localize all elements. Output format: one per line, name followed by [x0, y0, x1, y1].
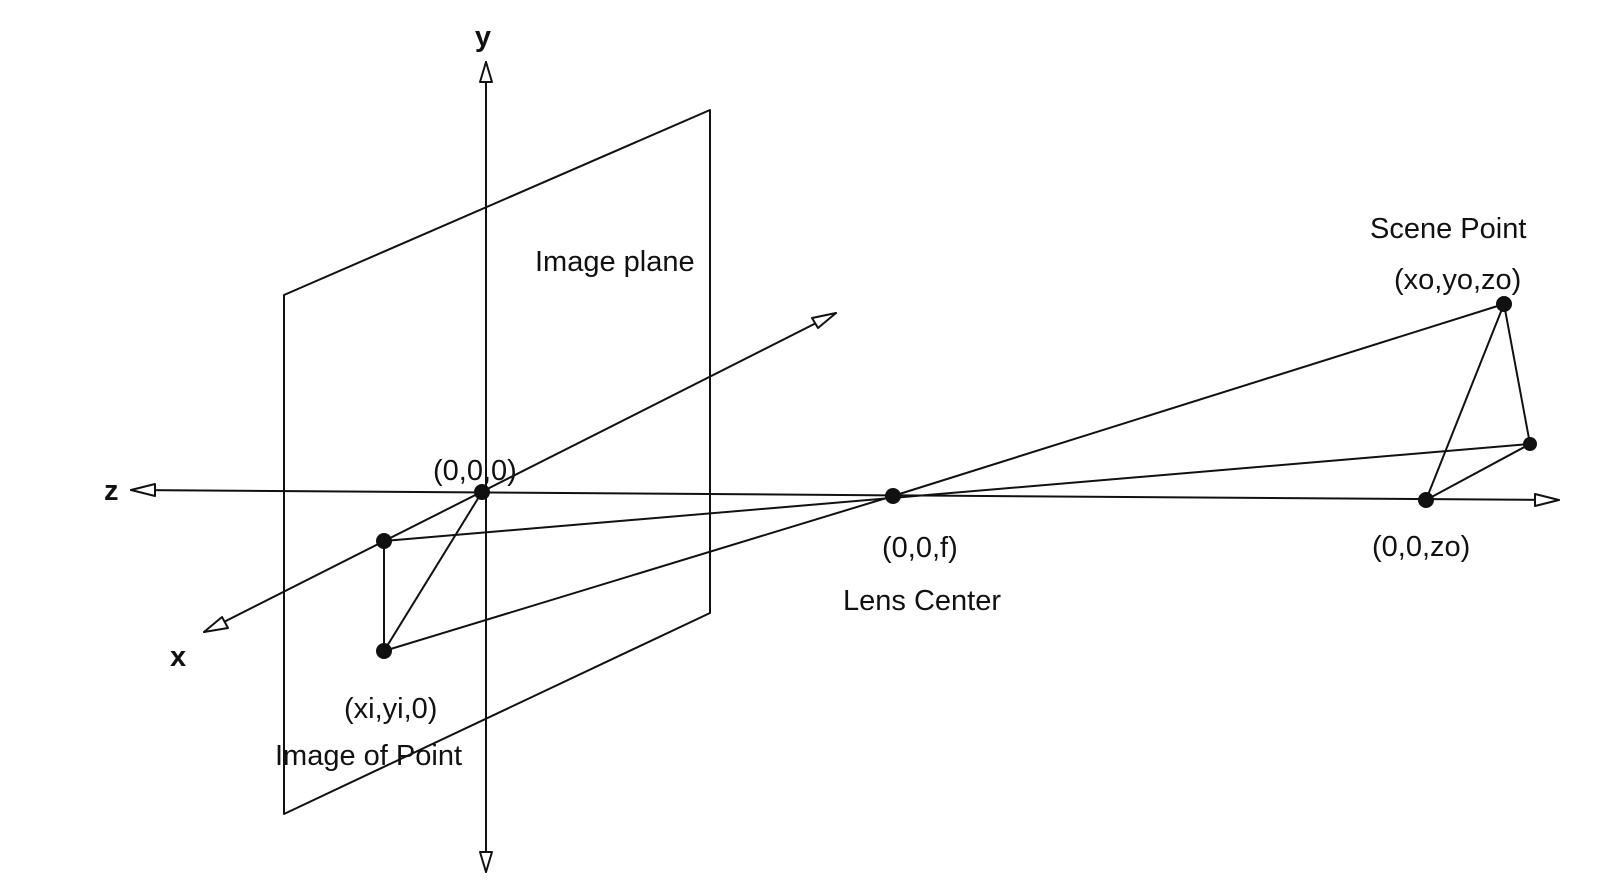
- y-axis-label: y: [475, 21, 491, 53]
- scene-point: [1496, 296, 1512, 312]
- x-axis: [203, 312, 837, 633]
- z-axis-left-arrowhead: [130, 483, 156, 497]
- z-axis: [130, 489, 1560, 501]
- x-axis-label: x: [170, 641, 186, 673]
- ray-lens-to-scene-point: [892, 303, 1505, 497]
- image-x-point: [376, 533, 392, 549]
- z-axis-label: z: [104, 475, 119, 507]
- origin-label: (0,0,0): [433, 455, 517, 487]
- image-plane-label: Image plane: [535, 246, 695, 278]
- image-point-coordinate-label: (xi,yi,0): [344, 693, 437, 725]
- origin-point: [474, 484, 490, 500]
- scene-point-to-x-segment: [1503, 303, 1531, 445]
- scene-x-point: [1523, 437, 1537, 451]
- y-axis-bottom-arrowhead: [479, 851, 493, 873]
- x-axis-near-arrowhead: [203, 616, 229, 633]
- image-of-point-label: Image of Point: [275, 740, 462, 772]
- y-axis-top-arrowhead: [479, 61, 493, 83]
- ray-image-x-to-scene-x: [383, 443, 1531, 542]
- scene-axis-coordinate-label: (0,0,zo): [1372, 531, 1470, 563]
- image-plane: [283, 109, 711, 815]
- scene-axis-point: [1418, 492, 1434, 508]
- scene-axis-to-point-segment: [1425, 303, 1505, 501]
- lens-center-label: Lens Center: [843, 585, 1001, 617]
- scene-point-label: Scene Point: [1370, 213, 1526, 245]
- ray-image-point-to-lens: [383, 495, 894, 652]
- lens-coordinate-label: (0,0,f): [882, 532, 958, 564]
- lens-center-point: [885, 488, 901, 504]
- image-of-point: [376, 643, 392, 659]
- scene-x-to-axis-segment: [1425, 443, 1531, 501]
- z-axis-right-arrowhead: [1534, 493, 1560, 507]
- scene-point-coordinate-label: (xo,yo,zo): [1394, 264, 1521, 296]
- image-point-to-origin-segment: [383, 491, 483, 652]
- x-axis-far-arrowhead: [811, 312, 837, 329]
